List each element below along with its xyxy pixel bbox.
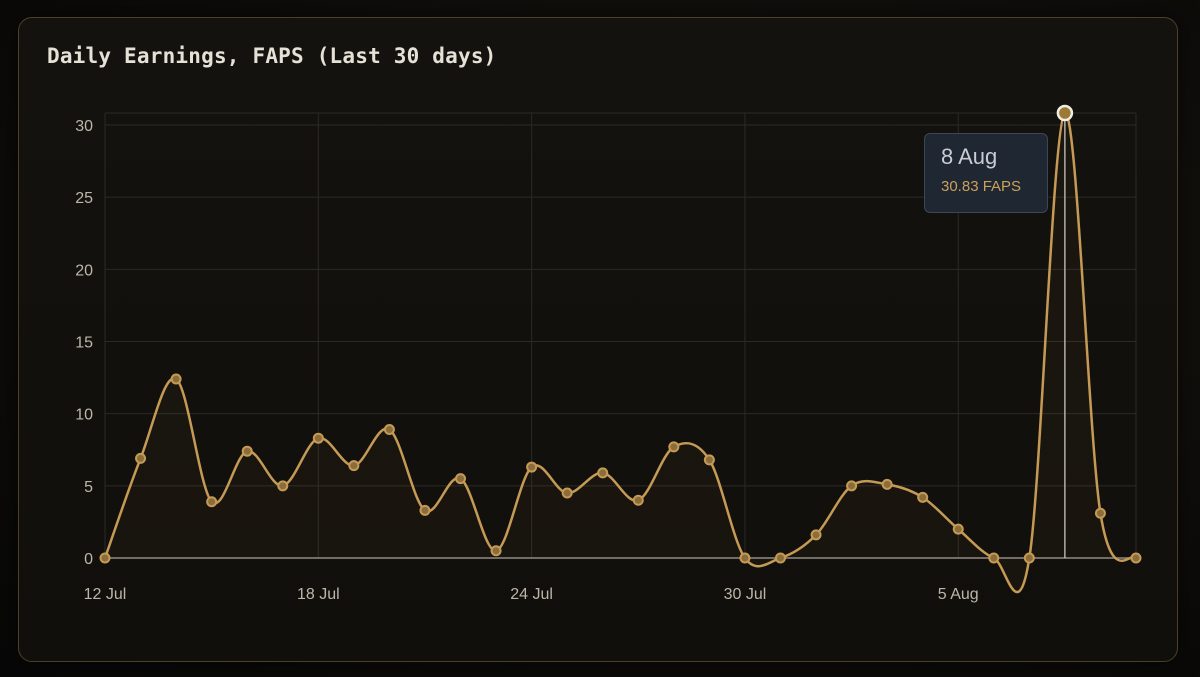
- chart-title: Daily Earnings, FAPS (Last 30 days): [47, 44, 497, 68]
- data-point: [1094, 507, 1106, 519]
- data-point: [917, 491, 929, 503]
- data-point: [348, 460, 360, 472]
- data-point: [881, 478, 893, 490]
- y-tick-label: 5: [84, 479, 93, 496]
- x-tick-label: 12 Jul: [84, 586, 127, 603]
- y-tick-label: 15: [75, 334, 93, 351]
- y-tick-label: 25: [75, 190, 93, 207]
- x-tick-label: 24 Jul: [510, 586, 553, 603]
- series-earnings: [103, 111, 1137, 594]
- data-point: [846, 480, 858, 492]
- data-point: [419, 504, 431, 516]
- data-point: [206, 496, 218, 508]
- data-point: [312, 432, 324, 444]
- series-line: [103, 111, 1137, 594]
- data-point: [739, 552, 751, 564]
- data-point: [135, 452, 147, 464]
- data-point: [1130, 552, 1142, 564]
- data-point: [561, 487, 573, 499]
- data-point: [99, 552, 111, 564]
- chart-tooltip: 8 Aug 30.83 FAPS: [924, 133, 1048, 213]
- data-point-highlighted: [1056, 104, 1074, 122]
- tooltip-value: 30.83 FAPS: [941, 178, 1022, 195]
- data-point: [632, 494, 644, 506]
- x-tick-label: 5 Aug: [938, 586, 979, 603]
- data-point: [1023, 552, 1035, 564]
- grid: [104, 112, 1137, 558]
- data-point: [952, 523, 964, 535]
- y-tick-label: 30: [75, 118, 93, 135]
- data-point: [988, 552, 1000, 564]
- data-point: [455, 473, 467, 485]
- data-point: [703, 454, 715, 466]
- data-point: [490, 545, 502, 557]
- x-tick-label: 30 Jul: [724, 586, 767, 603]
- data-point: [668, 441, 680, 453]
- data-point: [597, 467, 609, 479]
- data-point: [241, 445, 253, 457]
- data-points: [99, 104, 1142, 564]
- x-tick-label: 18 Jul: [297, 586, 340, 603]
- series-area: [105, 112, 1136, 593]
- tooltip-date: 8 Aug: [941, 144, 998, 169]
- data-point: [277, 480, 289, 492]
- y-tick-label: 20: [75, 262, 93, 279]
- data-point: [526, 461, 538, 473]
- data-point: [170, 373, 182, 385]
- axes: 0 5 10 15 20 25 30 12 Jul 18 Jul 24 Jul 30 Jul 5 Au…: [75, 118, 1136, 603]
- data-point: [383, 424, 395, 436]
- y-tick-label: 0: [84, 551, 93, 568]
- data-point: [774, 552, 786, 564]
- y-tick-label: 10: [75, 407, 93, 424]
- data-point: [810, 529, 822, 541]
